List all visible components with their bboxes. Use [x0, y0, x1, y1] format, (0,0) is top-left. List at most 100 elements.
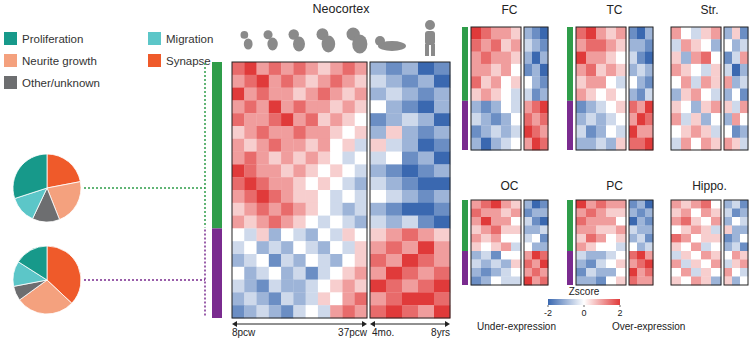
icon [425, 20, 435, 30]
heat-cell [576, 138, 586, 151]
heat-cell [540, 226, 548, 235]
time-axis: 8pcw37pcw4mo.8yrs [232, 321, 450, 338]
heat-cell [491, 113, 501, 126]
heat-cell [434, 75, 450, 88]
heat-cell [269, 126, 282, 139]
heat-cell [691, 89, 701, 102]
heat-cell [386, 152, 402, 165]
heat-cell [724, 226, 732, 235]
heatmap: TC [567, 3, 653, 150]
heat-cell [244, 100, 257, 113]
heat-cell [318, 62, 331, 75]
heat-cell [681, 251, 691, 260]
heat-cell [342, 62, 355, 75]
heat-cell [293, 88, 306, 101]
heat-cell [637, 226, 645, 235]
heat-cell [355, 241, 368, 254]
heat-cell [342, 203, 355, 216]
heat-cell [386, 228, 402, 241]
heat-cell [281, 228, 294, 241]
heat-cell [306, 228, 319, 241]
cluster-bar [567, 27, 573, 101]
heat-cell [616, 251, 626, 260]
heat-cell [540, 64, 548, 77]
cluster-bar [462, 27, 468, 101]
heat-cell [596, 217, 606, 226]
heat-cell [732, 89, 740, 102]
heat-cell [616, 89, 626, 102]
heat-cell [616, 217, 626, 226]
heat-cell [370, 203, 386, 216]
heat-cell [355, 267, 368, 280]
heat-cell [501, 101, 511, 114]
heat-cell [586, 217, 596, 226]
heatmap: PC [567, 179, 653, 285]
heat-cell [637, 234, 645, 243]
heat-cell [671, 277, 681, 286]
heat-cell [681, 138, 691, 151]
heat-cell [629, 125, 637, 138]
heat-cell [306, 113, 319, 126]
heat-cell [244, 254, 257, 267]
legend-swatch [4, 76, 17, 89]
heat-cell [637, 138, 645, 151]
heat-cell [501, 268, 511, 277]
heat-cell [491, 243, 501, 252]
cluster-bar [567, 200, 573, 251]
colorbar: Zscore-202Under-expressionOver-expressio… [477, 286, 685, 332]
heat-cell [370, 241, 386, 254]
heat-cell [281, 113, 294, 126]
heat-cell [701, 260, 711, 269]
heat-cell [671, 243, 681, 252]
arrow [234, 324, 365, 325]
heat-cell [637, 243, 645, 252]
heat-cell [524, 243, 532, 252]
heat-cell [711, 27, 721, 40]
heat-cell [269, 292, 282, 305]
heat-cell [606, 125, 616, 138]
heat-cell [402, 139, 418, 152]
heat-cell [257, 152, 270, 165]
heat-cell [711, 217, 721, 226]
heat-cell [386, 177, 402, 190]
heat-cell [293, 305, 306, 318]
heat-cell [491, 217, 501, 226]
heat-cell [586, 251, 596, 260]
heat-cell [637, 52, 645, 65]
heat-cell [370, 254, 386, 267]
heat-cell [232, 75, 245, 88]
heat-cell [418, 267, 434, 280]
heat-cell [491, 64, 501, 77]
heat-cell [306, 292, 319, 305]
colorbar-tick [548, 305, 549, 307]
cluster-bar [462, 101, 468, 150]
heat-cell [532, 277, 540, 286]
heat-cell [671, 76, 681, 89]
heat-cell [724, 27, 732, 40]
heat-cell [257, 292, 270, 305]
panel-title: FC [502, 3, 518, 17]
heat-cell [524, 260, 532, 269]
heat-cell [629, 277, 637, 286]
icon [431, 44, 435, 56]
heat-cell [491, 52, 501, 65]
heat-cell [616, 125, 626, 138]
heat-cell [501, 243, 511, 252]
heat-cell [318, 177, 331, 190]
heat-cell [342, 216, 355, 229]
heat-cell [732, 113, 740, 126]
cluster-bar [212, 62, 222, 228]
legend: SynapseNeurite growthOther/unknownMigrat… [4, 32, 213, 89]
heat-cell [711, 251, 721, 260]
heat-cell [471, 200, 481, 209]
heat-cell [691, 52, 701, 65]
heat-cell [711, 243, 721, 252]
legend-label: Synapse [166, 55, 211, 67]
panel-title: PC [606, 179, 623, 193]
heat-cell [629, 101, 637, 114]
heat-cell [740, 125, 748, 138]
heat-cell [386, 280, 402, 293]
heat-cell [637, 39, 645, 52]
heat-cell [511, 260, 521, 269]
heat-cell [306, 241, 319, 254]
